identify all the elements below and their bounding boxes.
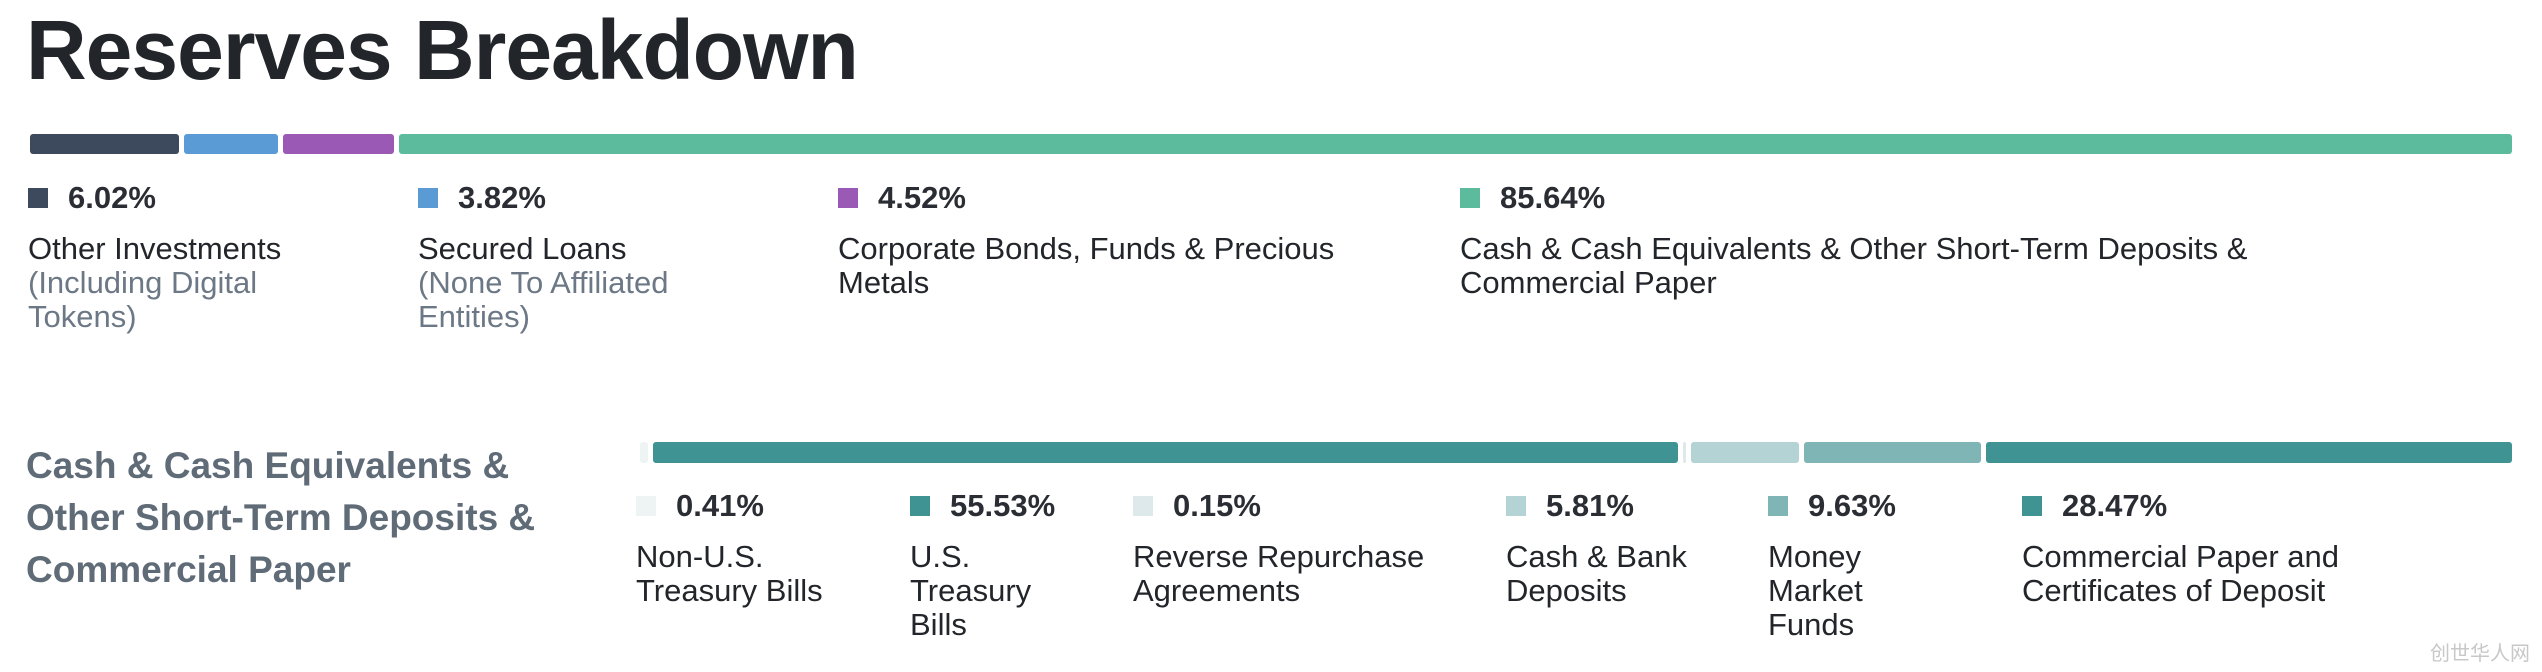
legend-swatch-1	[636, 496, 656, 516]
legend-label-1: Non-U.S. Treasury Bills	[636, 540, 866, 608]
bar-segment-2	[652, 442, 1679, 463]
legend-percent-6: 28.47%	[2062, 488, 2168, 523]
page-title: Reserves Breakdown	[26, 3, 859, 97]
bar-segment-6	[1986, 442, 2513, 463]
bar-segment-1	[30, 134, 179, 154]
bar-segment-2	[183, 134, 278, 154]
legend-label-text: Commercial Paper and Certificates of Dep…	[2022, 539, 2340, 608]
legend-swatch-3	[1133, 496, 1153, 516]
legend-label-text: Cash & Bank Deposits	[1506, 539, 1687, 608]
legend-label-text: Corporate Bonds, Funds & Precious Metals	[838, 231, 1335, 300]
legend-swatch-3	[838, 188, 858, 208]
legend-percent-4: 85.64%	[1500, 180, 1606, 215]
legend-swatch-1	[28, 188, 48, 208]
legend-percent-3: 0.15%	[1173, 488, 1261, 523]
legend-label-text: Cash & Cash Equivalents & Other Short-Te…	[1460, 231, 2248, 300]
legend-label-5: Money Market Funds	[1768, 540, 1898, 642]
bar-segment-3	[282, 134, 395, 154]
legend-swatch-5	[1768, 496, 1788, 516]
legend-swatch-2	[418, 188, 438, 208]
legend-label-text: Reverse Repurchase Agreements	[1133, 539, 1425, 608]
legend-swatch-4	[1460, 188, 1480, 208]
bar-segment-5	[1803, 442, 1982, 463]
bar-segment-4	[399, 134, 2512, 154]
legend-percent-4: 5.81%	[1546, 488, 1634, 523]
legend-label-4: Cash & Cash Equivalents & Other Short-Te…	[1460, 232, 2360, 300]
bar-segment-3	[1683, 442, 1687, 463]
legend-label-1: Other Investments (Including Digital Toke…	[28, 232, 328, 334]
legend-label-text: Non-U.S. Treasury Bills	[636, 539, 823, 608]
bar-segment-1	[640, 442, 648, 463]
legend-percent-3: 4.52%	[878, 180, 966, 215]
legend-swatch-2	[910, 496, 930, 516]
cash-equivalents-stacked-bar	[640, 442, 2513, 463]
legend-sublabel-text: (None To Affiliated Entities)	[418, 265, 669, 334]
legend-label-text: Other Investments	[28, 231, 282, 266]
watermark: 创世华人网	[2430, 641, 2530, 665]
legend-label-3: Corporate Bonds, Funds & Precious Metals	[838, 232, 1398, 300]
legend-label-4: Cash & Bank Deposits	[1506, 540, 1736, 608]
legend-percent-1: 6.02%	[68, 180, 156, 215]
legend-percent-5: 9.63%	[1808, 488, 1896, 523]
legend-label-2: U.S. Treasury Bills	[910, 540, 1060, 642]
legend-label-6: Commercial Paper and Certificates of Dep…	[2022, 540, 2402, 608]
legend-sublabel-text: (Including Digital Tokens)	[28, 265, 258, 334]
reserves-stacked-bar	[30, 134, 2512, 154]
section-title: Cash & Cash Equivalents & Other Short-Te…	[26, 445, 536, 590]
legend-label-text: U.S. Treasury Bills	[910, 539, 1032, 642]
legend-label-text: Secured Loans	[418, 231, 627, 266]
legend-swatch-6	[2022, 496, 2042, 516]
legend-percent-1: 0.41%	[676, 488, 764, 523]
legend-label-text: Money Market Funds	[1768, 539, 1863, 642]
legend-label-3: Reverse Repurchase Agreements	[1133, 540, 1473, 608]
legend-label-2: Secured Loans (None To Affiliated Entitie…	[418, 232, 728, 334]
legend-percent-2: 55.53%	[950, 488, 1056, 523]
bar-segment-4	[1691, 442, 1799, 463]
legend-swatch-4	[1506, 496, 1526, 516]
legend-percent-2: 3.82%	[458, 180, 546, 215]
